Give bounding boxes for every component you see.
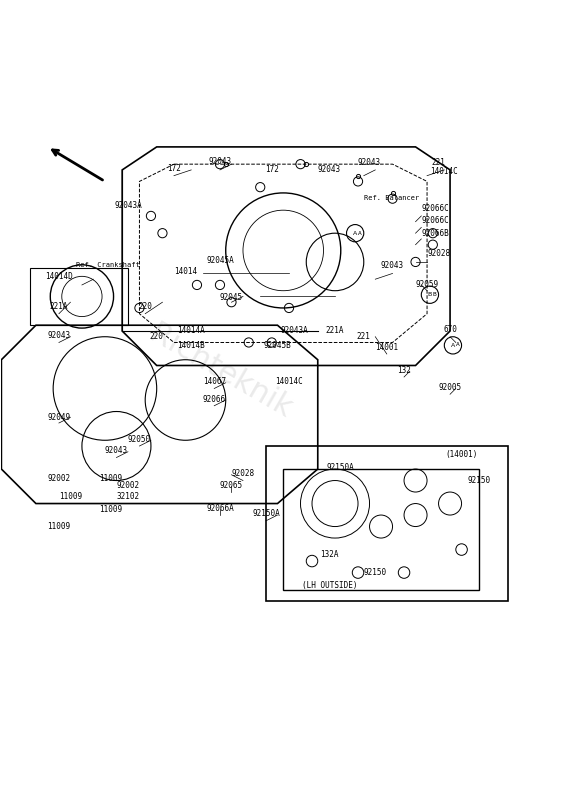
Text: 92059: 92059: [416, 281, 439, 290]
Bar: [283, 469, 479, 590]
Bar: [30, 268, 128, 326]
Text: 92050: 92050: [128, 434, 151, 444]
Text: 92043: 92043: [47, 331, 71, 340]
Text: 14014A: 14014A: [177, 326, 205, 335]
Text: 92150A: 92150A: [327, 463, 355, 472]
Text: 92150A: 92150A: [252, 510, 280, 518]
Text: 221A: 221A: [50, 302, 68, 310]
Text: 132: 132: [397, 366, 411, 374]
Text: 92150: 92150: [467, 476, 490, 485]
Text: 11009: 11009: [47, 522, 71, 531]
Text: 14067: 14067: [203, 377, 226, 386]
Text: 14014C: 14014C: [275, 377, 303, 386]
Text: 221: 221: [432, 158, 446, 167]
Text: Richteknik: Richteknik: [143, 318, 297, 424]
Text: 220: 220: [138, 302, 152, 311]
Text: 92043: 92043: [381, 262, 404, 270]
Text: 92049: 92049: [47, 413, 71, 422]
Text: 32102: 32102: [116, 491, 139, 501]
Text: 14014C: 14014C: [431, 167, 458, 176]
Text: 92043A: 92043A: [114, 201, 142, 210]
Text: 92066A: 92066A: [206, 504, 234, 513]
Text: 92150: 92150: [364, 568, 387, 577]
Text: 14014: 14014: [174, 267, 197, 276]
Text: B: B: [433, 292, 436, 298]
Text: 220: 220: [150, 332, 164, 342]
Text: A: A: [358, 230, 362, 236]
Text: B: B: [428, 292, 432, 298]
Text: 92043: 92043: [105, 446, 128, 455]
Text: Ref. Crankshaft: Ref. Crankshaft: [76, 262, 140, 268]
Text: 221: 221: [357, 332, 370, 342]
Text: (14001): (14001): [446, 450, 478, 459]
Text: 221A: 221A: [326, 326, 344, 335]
Text: 132A: 132A: [320, 550, 339, 558]
Text: 92028: 92028: [427, 249, 450, 258]
Text: 92045: 92045: [220, 293, 243, 302]
Text: 92045A: 92045A: [206, 256, 234, 266]
Text: A: A: [455, 342, 460, 346]
Text: 92066B: 92066B: [421, 229, 449, 238]
Text: 14014B: 14014B: [177, 342, 205, 350]
Text: Ref. Balancer: Ref. Balancer: [364, 194, 419, 201]
Text: A: A: [353, 230, 357, 236]
Text: (LH OUTSIDE): (LH OUTSIDE): [302, 581, 357, 590]
Text: 92045B: 92045B: [264, 342, 291, 350]
Text: 11009: 11009: [99, 474, 122, 483]
Text: A: A: [451, 343, 455, 348]
Text: 670: 670: [443, 326, 457, 334]
Text: 14001: 14001: [375, 342, 398, 351]
Text: 11009: 11009: [59, 491, 82, 501]
Text: 92002: 92002: [47, 474, 71, 483]
Text: 92002: 92002: [116, 481, 139, 490]
Text: 11009: 11009: [99, 505, 122, 514]
Text: 14014D: 14014D: [45, 272, 73, 281]
Text: 172: 172: [265, 166, 279, 174]
Bar: [266, 446, 507, 602]
Text: 92043: 92043: [209, 158, 232, 166]
Text: 92065: 92065: [220, 481, 243, 490]
Text: 92005: 92005: [439, 383, 462, 392]
Text: 92043: 92043: [358, 158, 381, 167]
Text: 92066: 92066: [203, 395, 226, 405]
Text: 172: 172: [167, 164, 181, 173]
Text: 92043: 92043: [318, 166, 341, 174]
Text: 92043A: 92043A: [281, 326, 309, 335]
Text: 92028: 92028: [231, 469, 254, 478]
Text: 92066C: 92066C: [421, 216, 449, 225]
Text: 92066C: 92066C: [421, 204, 449, 213]
